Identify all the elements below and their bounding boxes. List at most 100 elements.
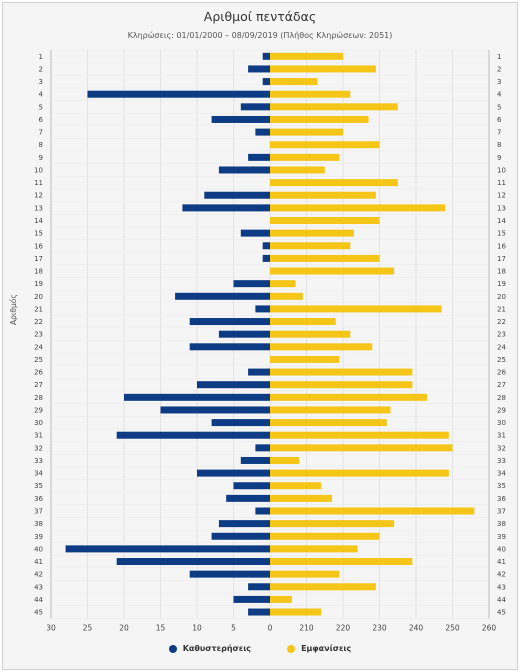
y-tick-label-left: 7 [39,129,43,137]
bar-appearances [270,204,446,212]
y-tick-label-left: 29 [34,406,43,414]
bar-appearances [270,431,449,439]
bar-appearances [270,179,398,187]
bar-delays [218,520,270,528]
bar-appearances [270,456,300,464]
bar-appearances [270,103,398,111]
bar-appearances [270,330,351,338]
bar-appearances [270,166,325,174]
bar-delays [248,65,270,73]
y-tick-label-right: 41 [497,558,506,566]
x-tick-label: 220 [336,623,351,632]
x-tick-label: 0 [268,623,273,632]
y-tick-label-right: 44 [497,596,506,604]
legend-item-delays[interactable]: Καθυστερήσεις [168,644,251,653]
bar-appearances [270,78,318,86]
y-tick-label-left: 28 [34,394,43,402]
y-tick-label-left: 22 [34,318,43,326]
bar-appearances [270,343,373,351]
bar-appearances [270,558,413,566]
bar-appearances [270,280,296,288]
bar-delays [255,128,270,136]
bar-appearances [270,217,380,225]
y-tick-label-left: 26 [34,369,43,377]
bar-delays [248,583,270,591]
y-tick-label-right: 45 [497,609,506,617]
bar-appearances [270,52,343,60]
y-tick-label-right: 26 [497,369,506,377]
bar-delays [255,444,270,452]
bar-appearances [270,254,380,262]
y-tick-label-left: 10 [34,166,43,174]
y-tick-label-right: 10 [497,166,506,174]
y-tick-label-right: 27 [497,381,506,389]
y-tick-label-left: 40 [34,545,43,553]
bar-delays [189,570,270,578]
bar-delays [248,368,270,376]
y-tick-label-right: 2 [497,65,501,73]
bar-appearances [270,595,292,603]
bar-delays [248,608,270,616]
y-tick-label-right: 7 [497,129,501,137]
y-tick-label-left: 5 [39,103,43,111]
bar-appearances [270,469,449,477]
bar-delays [189,318,270,326]
bar-appearances [270,520,395,528]
y-tick-label-left: 27 [34,381,43,389]
bar-appearances [270,583,376,591]
bar-delays [218,166,270,174]
bar-appearances [270,90,351,98]
y-tick-label-right: 16 [497,242,506,250]
y-tick-label-right: 3 [497,78,501,86]
y-tick-label-right: 13 [497,204,506,212]
bar-delays [65,545,270,553]
y-tick-label-left: 30 [34,419,43,427]
bar-delays [116,558,270,566]
y-tick-label-left: 25 [34,356,43,364]
bar-appearances [270,406,391,414]
y-tick-label-right: 18 [497,268,506,276]
y-tick-label-left: 13 [34,204,43,212]
bar-appearances [270,267,395,275]
bar-delays [262,254,270,262]
y-tick-label-left: 21 [34,305,43,313]
bar-delays [240,229,270,237]
y-tick-label-left: 45 [34,609,43,617]
bar-appearances [270,444,453,452]
y-tick-label-right: 12 [497,192,506,200]
y-tick-label-right: 39 [497,533,506,541]
bar-delays [240,103,270,111]
y-tick-label-left: 42 [34,571,43,579]
y-tick-label-left: 19 [34,280,43,288]
bar-appearances [270,381,413,389]
y-tick-label-right: 32 [497,444,506,452]
y-tick-label-right: 9 [497,154,501,162]
legend-item-appearances[interactable]: Εμφανίσεις [287,644,351,653]
y-tick-label-left: 11 [34,179,43,187]
y-tick-label-right: 14 [497,217,506,225]
bar-delays [262,52,270,60]
y-tick-label-right: 29 [497,406,506,414]
bar-delays [175,292,270,300]
x-tick-label: 230 [372,623,387,632]
bar-delays [87,90,270,98]
y-tick-label-right: 17 [497,255,506,263]
bar-delays [233,595,270,603]
bar-delays [197,381,270,389]
legend: Καθυστερήσεις Εμφανίσεις [3,644,517,653]
bar-appearances [270,532,380,540]
y-tick-label-left: 34 [34,470,43,478]
bar-appearances [270,494,333,502]
bar-delays [233,280,270,288]
y-tick-label-left: 37 [34,507,43,515]
y-tick-label-right: 20 [497,293,506,301]
y-tick-label-left: 17 [34,255,43,263]
y-tick-label-right: 33 [497,457,506,465]
y-tick-label-right: 5 [497,103,501,111]
bar-delays [211,115,270,123]
x-tick-label: 210 [299,623,314,632]
bar-appearances [270,355,340,363]
y-tick-label-right: 15 [497,230,506,238]
x-tick-label: 5 [231,623,236,632]
